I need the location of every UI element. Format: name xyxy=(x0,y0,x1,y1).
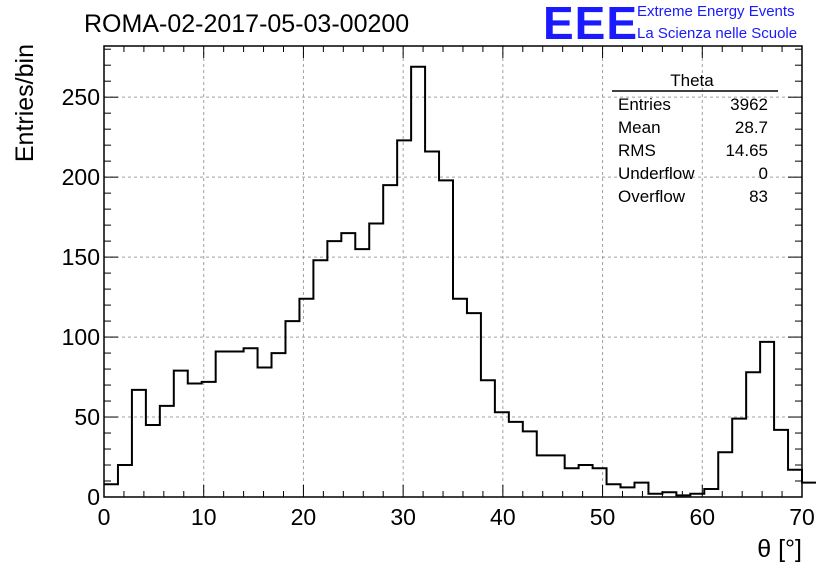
histogram-bin xyxy=(230,351,244,497)
y-tick-label: 50 xyxy=(74,404,100,430)
histogram-bin xyxy=(607,484,621,497)
histogram-bin xyxy=(579,465,593,497)
histogram-bin xyxy=(313,260,327,497)
histogram-bin xyxy=(244,348,258,497)
histogram-bin xyxy=(565,468,579,497)
x-tick-label: 30 xyxy=(390,504,416,530)
x-axis-label: θ [°] xyxy=(757,535,802,563)
y-tick-label: 0 xyxy=(87,484,100,510)
histogram-bin xyxy=(160,406,174,497)
histogram-bin xyxy=(634,483,648,497)
histogram-bin xyxy=(411,67,425,497)
histogram-bin xyxy=(467,313,481,497)
histogram-bin xyxy=(509,422,523,497)
histogram-bin xyxy=(453,299,467,497)
stats-title: Theta xyxy=(670,71,714,90)
x-tick-label: 20 xyxy=(291,504,317,530)
stats-row-value: 28.7 xyxy=(735,118,768,137)
y-tick-label: 200 xyxy=(62,164,100,190)
histogram-bin xyxy=(425,152,439,497)
x-tick-label: 60 xyxy=(689,504,715,530)
histogram-bin xyxy=(718,452,732,497)
histogram-bin xyxy=(732,419,746,497)
histogram-bin xyxy=(593,468,607,497)
histogram-bin xyxy=(341,233,355,497)
histogram-bin xyxy=(369,224,383,497)
histogram-bin xyxy=(439,180,453,497)
histogram-bin xyxy=(481,380,495,497)
stats-row-value: 83 xyxy=(749,187,768,206)
stats-row-label: Underflow xyxy=(618,164,695,183)
stats-row-label: Entries xyxy=(618,95,671,114)
histogram-bin xyxy=(272,353,286,497)
histogram-bin xyxy=(285,321,299,497)
stats-row-label: Overflow xyxy=(618,187,686,206)
y-tick-label: 100 xyxy=(62,324,100,350)
histogram-bin xyxy=(216,351,230,497)
histogram-bin xyxy=(258,367,272,497)
x-tick-label: 50 xyxy=(590,504,616,530)
histogram-bin xyxy=(355,249,369,497)
histogram-bin xyxy=(802,483,816,497)
stats-box: Theta Entries 3962 Mean 28.7 RMS 14.65 Underfl… xyxy=(612,71,778,206)
stats-rows: Entries 3962 Mean 28.7 RMS 14.65 Underflow 0 Ove… xyxy=(618,95,768,206)
y-axis-label: Entries/bin xyxy=(11,44,39,162)
histogram-bin xyxy=(118,465,132,497)
histogram-bin xyxy=(495,412,509,497)
histogram-bin xyxy=(132,390,146,497)
x-tick-label: 10 xyxy=(191,504,217,530)
histogram-bin xyxy=(537,455,551,497)
histogram-bin xyxy=(174,371,188,497)
stats-row-value: 0 xyxy=(759,164,768,183)
stats-row-value: 3962 xyxy=(730,95,768,114)
histogram-bin xyxy=(551,455,565,497)
histogram-bin xyxy=(788,470,802,497)
stats-row-label: Mean xyxy=(618,118,661,137)
histogram-bin xyxy=(146,425,160,497)
stats-row-label: RMS xyxy=(618,141,656,160)
histogram-bin xyxy=(760,342,774,497)
histogram-bin xyxy=(104,484,118,497)
histogram-bin xyxy=(523,431,537,497)
histogram-bin xyxy=(327,241,341,497)
histogram-bin xyxy=(188,383,202,497)
y-tick-label: 250 xyxy=(62,84,100,110)
x-tick-label: 40 xyxy=(490,504,516,530)
histogram-bin xyxy=(383,185,397,497)
histogram-bin xyxy=(746,372,760,497)
histogram-bin xyxy=(397,140,411,497)
histogram-bin xyxy=(774,430,788,497)
stats-row-value: 14.65 xyxy=(725,141,768,160)
histogram-outline xyxy=(104,67,816,496)
histogram-bin xyxy=(704,489,718,497)
histogram-layer xyxy=(104,67,816,497)
histogram-bin xyxy=(299,299,313,497)
x-tick-label: 70 xyxy=(789,504,815,530)
y-tick-label: 150 xyxy=(62,244,100,270)
